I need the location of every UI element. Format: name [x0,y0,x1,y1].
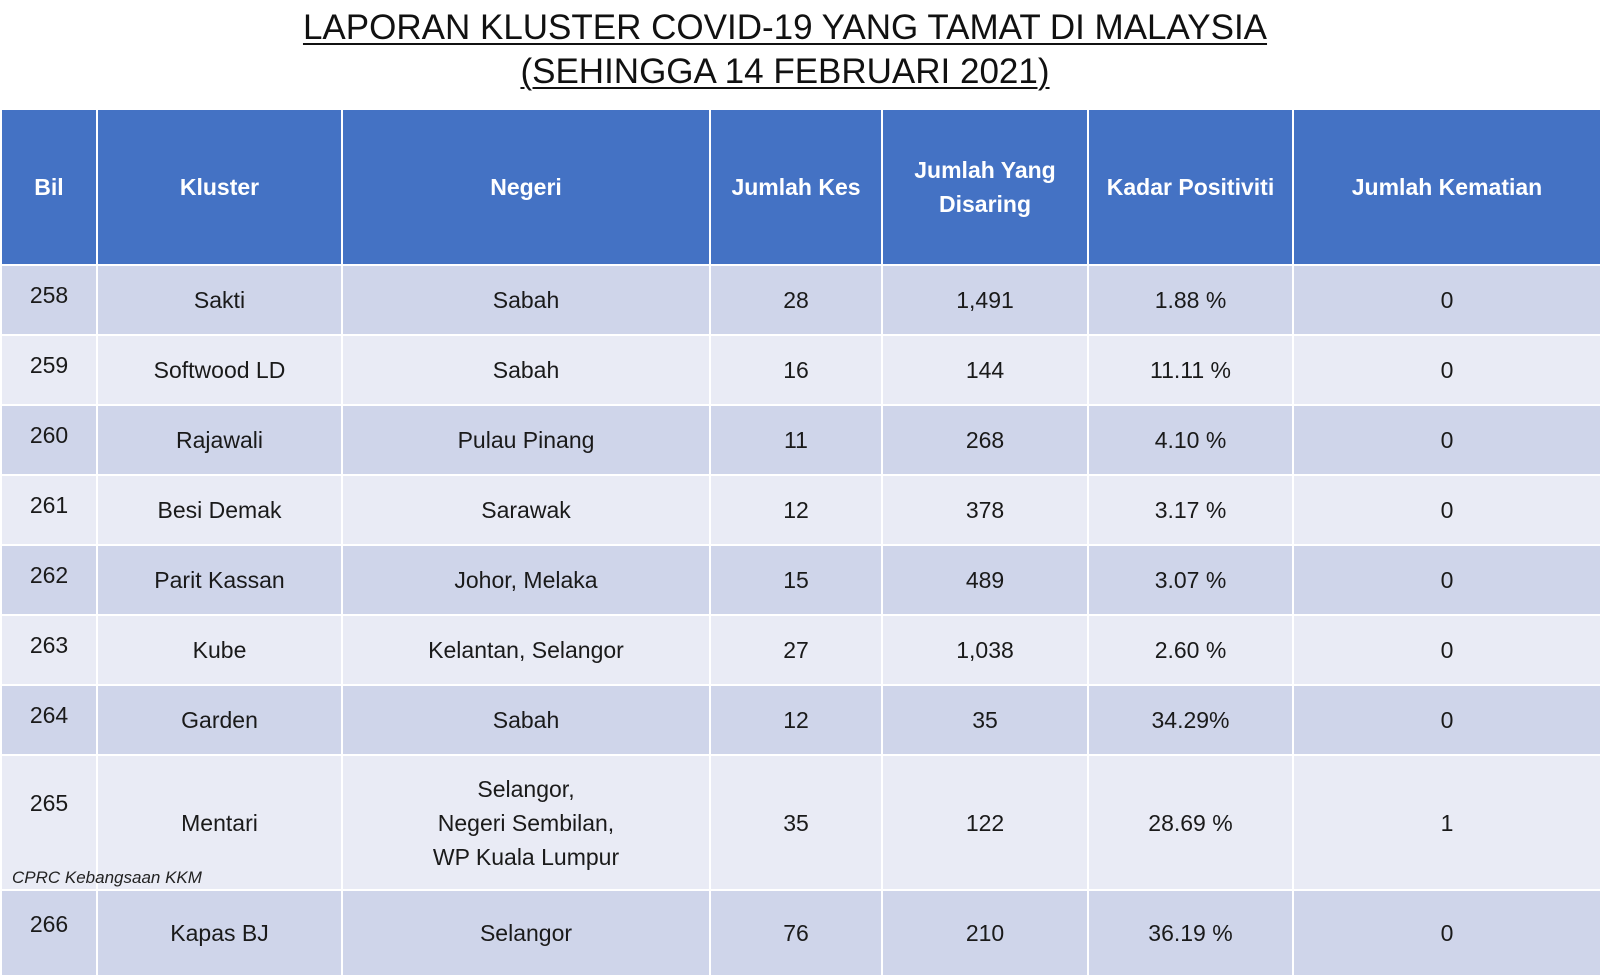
cell-jumlah-kematian: 0 [1292,264,1600,336]
cell-jumlah-kematian: 0 [1292,334,1600,406]
cell-jumlah-disaring: 35 [881,684,1089,756]
cell-kluster: Parit Kassan [96,544,343,616]
negeri-line: Sabah [492,287,560,313]
cell-kadar-positiviti: 2.60 % [1087,614,1294,686]
cell-bil: 264 [0,684,98,756]
negeri-line: Kelantan, Selangor [428,637,624,663]
cell-kadar-positiviti: 3.07 % [1087,544,1294,616]
cell-negeri: Selangor [341,889,711,977]
header-jumlah-disaring-line1: Jumlah Yang [914,157,1056,183]
table-row: 265 Mentari Selangor, Negeri Sembilan, W… [0,754,1600,891]
title-line-1: LAPORAN KLUSTER COVID-19 YANG TAMAT DI M… [302,8,1268,47]
cell-jumlah-kes: 35 [709,754,883,891]
cell-jumlah-disaring: 210 [881,889,1089,977]
table-row: 260 Rajawali Pulau Pinang 11 268 4.10 % … [0,404,1600,476]
cell-jumlah-disaring: 144 [881,334,1089,406]
cell-jumlah-kematian: 0 [1292,544,1600,616]
negeri-line: Johor, Melaka [454,567,598,593]
table-row: 263 Kube Kelantan, Selangor 27 1,038 2.6… [0,614,1600,686]
header-jumlah-kematian: Jumlah Kematian [1292,108,1600,266]
cell-kluster: Besi Demak [96,474,343,546]
source-note: CPRC Kebangsaan KKM [12,868,202,887]
cell-kadar-positiviti: 11.11 % [1087,334,1294,406]
cell-jumlah-disaring: 268 [881,404,1089,476]
cell-kadar-positiviti: 1.88 % [1087,264,1294,336]
cell-negeri: Selangor, Negeri Sembilan, WP Kuala Lump… [341,754,711,891]
header-jumlah-kes: Jumlah Kes [709,108,883,266]
header-kadar-positiviti: Kadar Positiviti [1087,108,1294,266]
table-row: 266 Kapas BJ Selangor 76 210 36.19 % 0 [0,889,1600,977]
cell-kluster: Kapas BJ [96,889,343,977]
table-row: 259 Softwood LD Sabah 16 144 11.11 % 0 [0,334,1600,406]
header-row: Bil Kluster Negeri Jumlah Kes Jumlah Yan… [0,108,1600,266]
header-kluster: Kluster [96,108,343,266]
cell-bil: 258 [0,264,98,336]
negeri-line: Negeri Sembilan, [437,809,615,836]
cell-kadar-positiviti: 3.17 % [1087,474,1294,546]
cell-jumlah-kes: 12 [709,474,883,546]
table-row: 262 Parit Kassan Johor, Melaka 15 489 3.… [0,544,1600,616]
cell-kluster: Sakti [96,264,343,336]
negeri-line: WP Kuala Lumpur [432,843,620,870]
cell-jumlah-kes: 28 [709,264,883,336]
header-jumlah-disaring-line2: Disaring [938,191,1032,217]
cell-jumlah-disaring: 122 [881,754,1089,891]
cell-jumlah-disaring: 489 [881,544,1089,616]
negeri-line: Selangor [479,920,573,946]
cell-bil: 265 [0,754,98,891]
cell-jumlah-kes: 12 [709,684,883,756]
cell-kluster: Mentari [96,754,343,891]
cell-kluster: Garden [96,684,343,756]
cell-bil: 259 [0,334,98,406]
negeri-line: Sabah [492,707,560,733]
cell-jumlah-kematian: 0 [1292,889,1600,977]
cell-jumlah-kematian: 0 [1292,404,1600,476]
cluster-table: Bil Kluster Negeri Jumlah Kes Jumlah Yan… [0,108,1600,977]
header-negeri: Negeri [341,108,711,266]
title-line-2: (SEHINGGA 14 FEBRUARI 2021) [520,52,1050,91]
negeri-line: Sarawak [481,497,571,523]
cell-bil: 266 [0,889,98,977]
cell-kluster: Rajawali [96,404,343,476]
cell-kadar-positiviti: 34.29% [1087,684,1294,756]
cell-kluster: Kube [96,614,343,686]
cell-jumlah-kematian: 1 [1292,754,1600,891]
cell-negeri: Sarawak [341,474,711,546]
cell-jumlah-kematian: 0 [1292,474,1600,546]
cell-jumlah-disaring: 378 [881,474,1089,546]
cell-kadar-positiviti: 4.10 % [1087,404,1294,476]
cell-jumlah-kes: 15 [709,544,883,616]
cell-negeri: Sabah [341,264,711,336]
cell-kadar-positiviti: 28.69 % [1087,754,1294,891]
negeri-line: Selangor, [477,775,575,802]
cell-bil: 261 [0,474,98,546]
cell-negeri: Kelantan, Selangor [341,614,711,686]
cell-jumlah-kematian: 0 [1292,614,1600,686]
cell-bil: 263 [0,614,98,686]
cell-kluster: Softwood LD [96,334,343,406]
cell-negeri: Sabah [341,334,711,406]
negeri-line: Pulau Pinang [457,427,595,453]
cell-jumlah-kes: 16 [709,334,883,406]
cell-bil: 262 [0,544,98,616]
cell-jumlah-kematian: 0 [1292,684,1600,756]
cell-negeri: Johor, Melaka [341,544,711,616]
table-row: 261 Besi Demak Sarawak 12 378 3.17 % 0 [0,474,1600,546]
header-bil: Bil [0,108,98,266]
cell-jumlah-disaring: 1,038 [881,614,1089,686]
cell-negeri: Sabah [341,684,711,756]
cell-bil: 260 [0,404,98,476]
negeri-line: Sabah [492,357,560,383]
header-jumlah-disaring: Jumlah Yang Disaring [881,108,1089,266]
cell-jumlah-kes: 11 [709,404,883,476]
cell-jumlah-disaring: 1,491 [881,264,1089,336]
cell-negeri: Pulau Pinang [341,404,711,476]
page-title: LAPORAN KLUSTER COVID-19 YANG TAMAT DI M… [0,6,1570,94]
table-row: 264 Garden Sabah 12 35 34.29% 0 [0,684,1600,756]
cell-jumlah-kes: 27 [709,614,883,686]
table-row: 258 Sakti Sabah 28 1,491 1.88 % 0 [0,264,1600,336]
cell-kadar-positiviti: 36.19 % [1087,889,1294,977]
cell-jumlah-kes: 76 [709,889,883,977]
